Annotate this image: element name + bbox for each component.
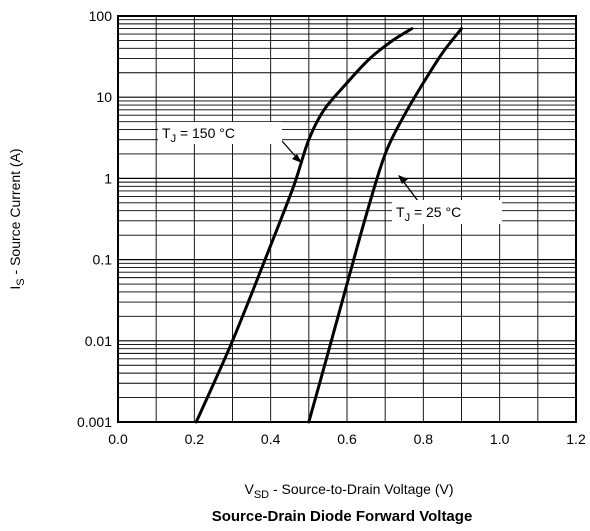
arrow-25c xyxy=(402,180,419,202)
y-tick-label: 10 xyxy=(96,89,112,105)
curves xyxy=(194,27,463,424)
label-25c-bg xyxy=(392,200,502,224)
annotation-arrows xyxy=(281,140,419,202)
x-tick-label: 1.2 xyxy=(566,431,586,447)
x-axis-title: VSD - Source-to-Drain Voltage (V) xyxy=(244,481,453,501)
series-line-150c xyxy=(194,27,414,424)
label-150c: TJ = 150 °C xyxy=(162,125,235,145)
x-tick-label: 0.2 xyxy=(185,431,205,447)
label-25c: TJ = 25 °C xyxy=(396,204,461,224)
series-line-25c xyxy=(307,27,463,424)
x-tick-labels: 0.0 0.2 0.4 0.6 0.8 1.0 1.2 xyxy=(108,431,586,447)
x-tick-label: 1.0 xyxy=(490,431,510,447)
chart-title: Source-Drain Diode Forward Voltage xyxy=(212,508,473,525)
y-tick-label: 0.1 xyxy=(93,252,113,268)
arrow-150c xyxy=(281,140,298,159)
grid xyxy=(118,16,576,422)
x-tick-label: 0.8 xyxy=(414,431,434,447)
arrow-25c-head xyxy=(398,175,408,184)
y-axis-title: IS - Source Current (A) xyxy=(7,148,27,289)
y-tick-labels: 0.001 0.01 0.1 1 10 100 xyxy=(77,8,112,430)
y-tick-label: 100 xyxy=(89,8,113,24)
x-tick-label: 0.6 xyxy=(337,431,357,447)
plot-frame xyxy=(117,15,577,423)
y-tick-label: 0.01 xyxy=(85,333,112,349)
x-tick-label: 0.0 xyxy=(108,431,128,447)
y-tick-label: 1 xyxy=(104,170,112,186)
arrow-150c-head xyxy=(292,154,302,163)
y-tick-label: 0.001 xyxy=(77,414,112,430)
x-tick-label: 0.4 xyxy=(261,431,281,447)
label-150c-bg xyxy=(158,122,282,144)
